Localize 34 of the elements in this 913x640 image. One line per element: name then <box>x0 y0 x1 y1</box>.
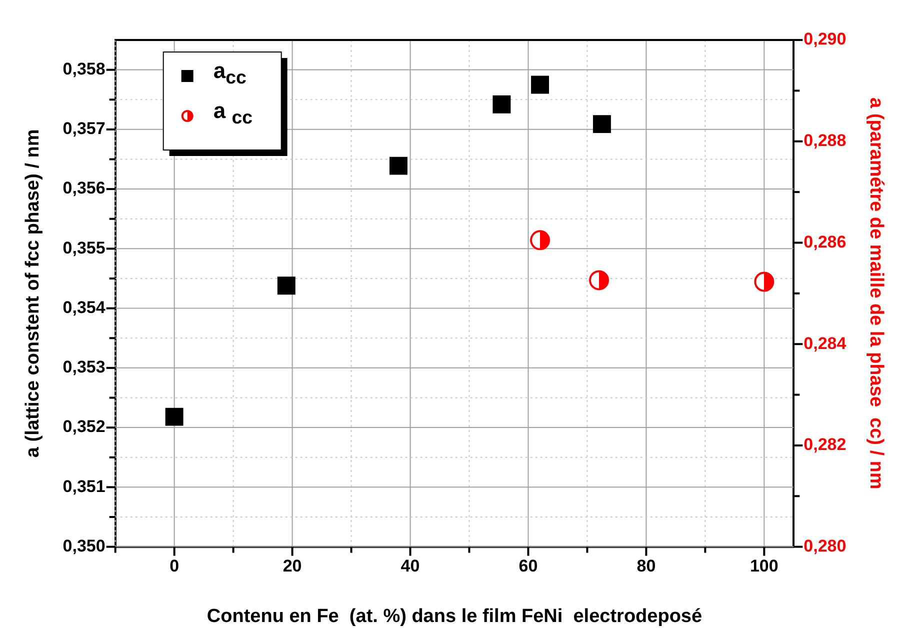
y2-axis-title: a (paramétre de maille de la phase cc) / nm <box>865 98 886 490</box>
legend-label: a cc <box>213 98 252 128</box>
y-tick-label: 0,350 <box>62 536 106 556</box>
y-tick-label: 0,352 <box>62 417 106 436</box>
y-tick-label: 0,355 <box>62 238 106 258</box>
y-tick-label: 0,354 <box>62 298 106 317</box>
x-tick-label: 100 <box>750 556 778 576</box>
y2-tick-label: 0,284 <box>804 334 847 353</box>
point <box>165 408 184 426</box>
y2-tick-label: 0,290 <box>804 30 846 49</box>
point <box>531 76 550 94</box>
point <box>754 272 774 292</box>
y2-tick-label: 0,288 <box>804 131 846 150</box>
point <box>530 230 550 250</box>
point <box>589 270 610 290</box>
y2-tick-label: 0,282 <box>804 435 846 454</box>
y-tick-label: 0,351 <box>62 476 106 496</box>
y2-tick-label: 0,286 <box>804 232 846 252</box>
point <box>492 95 511 114</box>
y-tick-label: 0,353 <box>62 358 106 377</box>
x-tick-label: 40 <box>400 556 420 576</box>
point <box>277 276 296 295</box>
x-tick-label: 20 <box>282 556 302 576</box>
y-axis-title: a (lattice constent of fcc phase) / nm <box>22 129 44 458</box>
x-tick-label: 0 <box>170 556 180 576</box>
x-tick-label: 80 <box>636 556 656 576</box>
point <box>592 115 611 134</box>
y-tick-label: 0,356 <box>62 178 106 198</box>
x-tick-label: 60 <box>518 556 538 576</box>
y-tick-label: 0,358 <box>62 60 106 78</box>
point <box>389 156 408 175</box>
y-tick-label: 0,357 <box>62 119 106 138</box>
x-axis-title: Contenu en Fe (at. %) dans le film FeNi electrodeposé <box>206 606 702 627</box>
y2-tick-label: 0,280 <box>804 536 846 556</box>
